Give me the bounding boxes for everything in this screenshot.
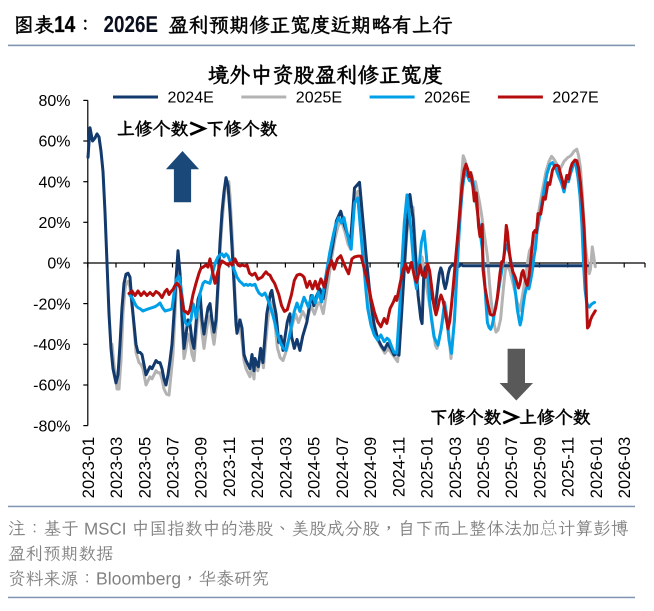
svg-text:2025-05: 2025-05 xyxy=(474,437,493,499)
svg-text:2025-11: 2025-11 xyxy=(559,437,578,497)
svg-text:2024-11: 2024-11 xyxy=(389,437,408,497)
svg-text:-40%: -40% xyxy=(33,337,70,354)
svg-text:2024E: 2024E xyxy=(168,90,214,107)
svg-text:-20%: -20% xyxy=(33,296,70,313)
svg-text:80%: 80% xyxy=(38,93,70,110)
svg-text:2026E: 2026E xyxy=(424,90,470,107)
svg-text:2024-07: 2024-07 xyxy=(333,437,352,499)
svg-text:2023-03: 2023-03 xyxy=(107,437,126,499)
svg-text:-80%: -80% xyxy=(33,418,70,435)
svg-text:2025-09: 2025-09 xyxy=(531,437,550,499)
svg-text:2027E: 2027E xyxy=(552,90,598,107)
svg-text:2026-03: 2026-03 xyxy=(615,437,634,499)
svg-text:2023-01: 2023-01 xyxy=(79,437,98,499)
svg-text:2025-07: 2025-07 xyxy=(502,437,521,499)
svg-text:0%: 0% xyxy=(47,256,70,273)
svg-text:2023-09: 2023-09 xyxy=(192,437,211,499)
svg-text:2025E: 2025E xyxy=(296,90,342,107)
svg-text:2024-09: 2024-09 xyxy=(361,437,380,499)
svg-text:2025-01: 2025-01 xyxy=(418,437,437,499)
svg-text:2023-07: 2023-07 xyxy=(164,437,183,499)
svg-text:2024-05: 2024-05 xyxy=(305,437,324,499)
svg-text:2024-03: 2024-03 xyxy=(276,437,295,499)
svg-text:20%: 20% xyxy=(38,215,70,232)
svg-text:-60%: -60% xyxy=(33,378,70,395)
svg-text:2026-01: 2026-01 xyxy=(587,437,606,499)
svg-text:2023-11: 2023-11 xyxy=(220,437,239,497)
svg-text:2025-03: 2025-03 xyxy=(446,437,465,499)
svg-text:40%: 40% xyxy=(38,174,70,191)
svg-text:2023-05: 2023-05 xyxy=(135,437,154,499)
svg-text:60%: 60% xyxy=(38,134,70,151)
svg-text:2024-01: 2024-01 xyxy=(248,437,267,499)
